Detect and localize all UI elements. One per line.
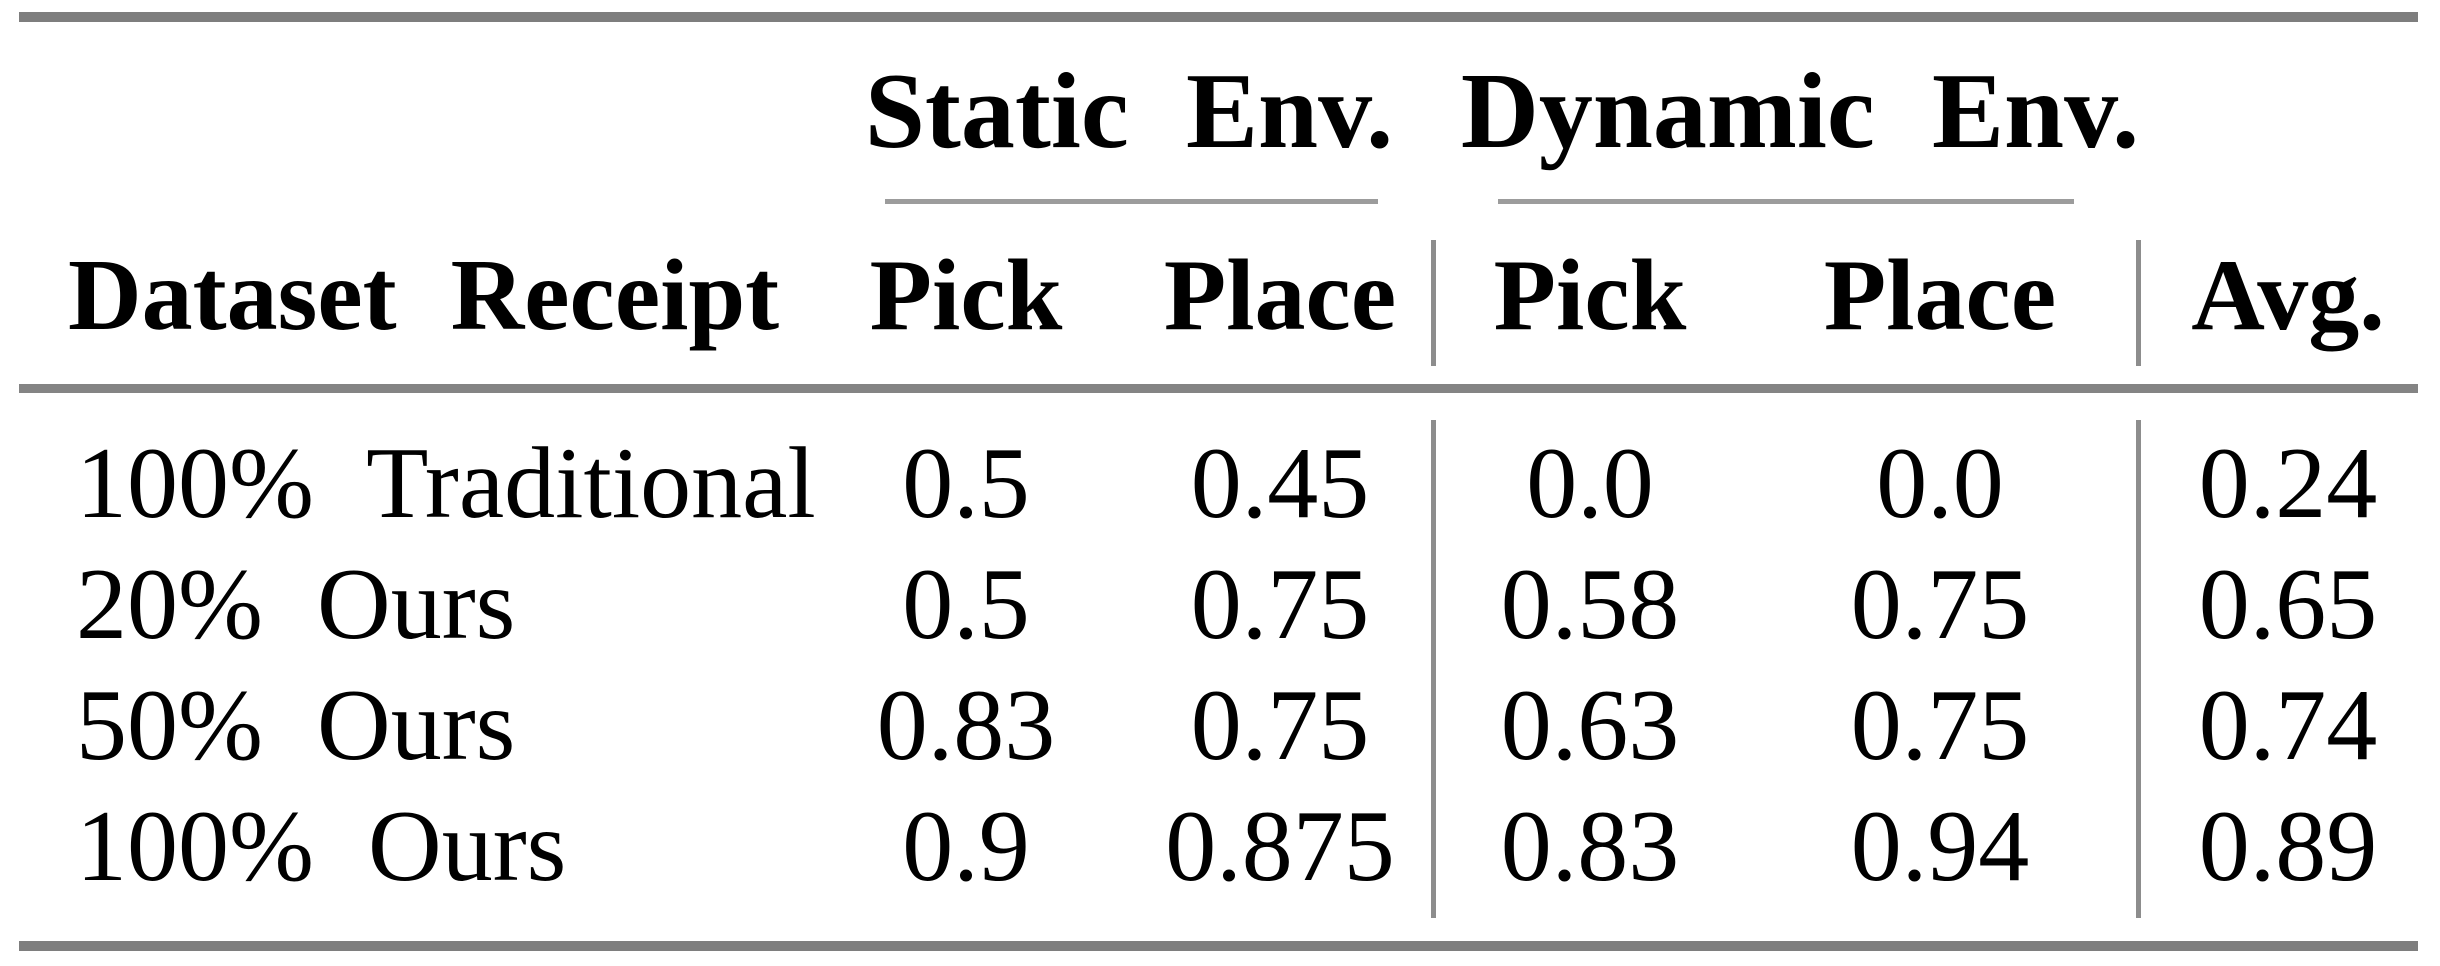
column-divider-static-dynamic-body — [1431, 420, 1436, 918]
column-header-dynamic-pick: Pick — [1493, 239, 1687, 352]
column-header-dynamic-place: Place — [1823, 239, 2057, 352]
cell-static-place: 0.75 — [1190, 548, 1370, 661]
static-env-underline — [885, 199, 1378, 204]
cell-static-pick: 0.9 — [902, 790, 1030, 903]
column-header-static-pick: Pick — [869, 239, 1063, 352]
column-header-dataset-receipt: Dataset Receipt — [68, 239, 780, 352]
cell-static-place: 0.75 — [1190, 669, 1370, 782]
cell-static-pick: 0.5 — [902, 427, 1030, 540]
cell-dynamic-pick: 0.58 — [1500, 548, 1680, 661]
cell-dynamic-place: 0.75 — [1850, 548, 2030, 661]
dynamic-env-underline — [1498, 199, 2074, 204]
cell-dynamic-place: 0.75 — [1850, 669, 2030, 782]
cell-avg: 0.89 — [2198, 790, 2378, 903]
column-header-static-place: Place — [1163, 239, 1397, 352]
cell-dynamic-pick: 0.63 — [1500, 669, 1680, 782]
cell-avg: 0.24 — [2198, 427, 2378, 540]
cell-dynamic-pick: 0.83 — [1500, 790, 1680, 903]
row-label: 100% Traditional — [76, 427, 816, 540]
column-header-avg: Avg. — [2191, 239, 2385, 352]
cell-static-place: 0.875 — [1165, 790, 1395, 903]
column-divider-avg-body — [2136, 420, 2141, 918]
header-separator-rule — [19, 384, 2418, 393]
group-header-static-env: Static Env. — [864, 52, 1394, 171]
row-label: 20% Ours — [76, 548, 516, 661]
cell-static-pick: 0.83 — [876, 669, 1056, 782]
top-rule — [19, 12, 2418, 22]
cell-dynamic-place: 0.94 — [1850, 790, 2030, 903]
cell-dynamic-pick: 0.0 — [1526, 427, 1654, 540]
group-header-dynamic-env: Dynamic Env. — [1460, 52, 2140, 171]
column-divider-avg-header — [2136, 240, 2141, 366]
cell-avg: 0.74 — [2198, 669, 2378, 782]
cell-static-pick: 0.5 — [902, 548, 1030, 661]
bottom-rule — [19, 941, 2418, 951]
cell-dynamic-place: 0.0 — [1876, 427, 2004, 540]
cell-avg: 0.65 — [2198, 548, 2378, 661]
row-label: 50% Ours — [76, 669, 516, 782]
cell-static-place: 0.45 — [1190, 427, 1370, 540]
column-divider-static-dynamic-header — [1431, 240, 1436, 366]
row-label: 100% Ours — [76, 790, 567, 903]
